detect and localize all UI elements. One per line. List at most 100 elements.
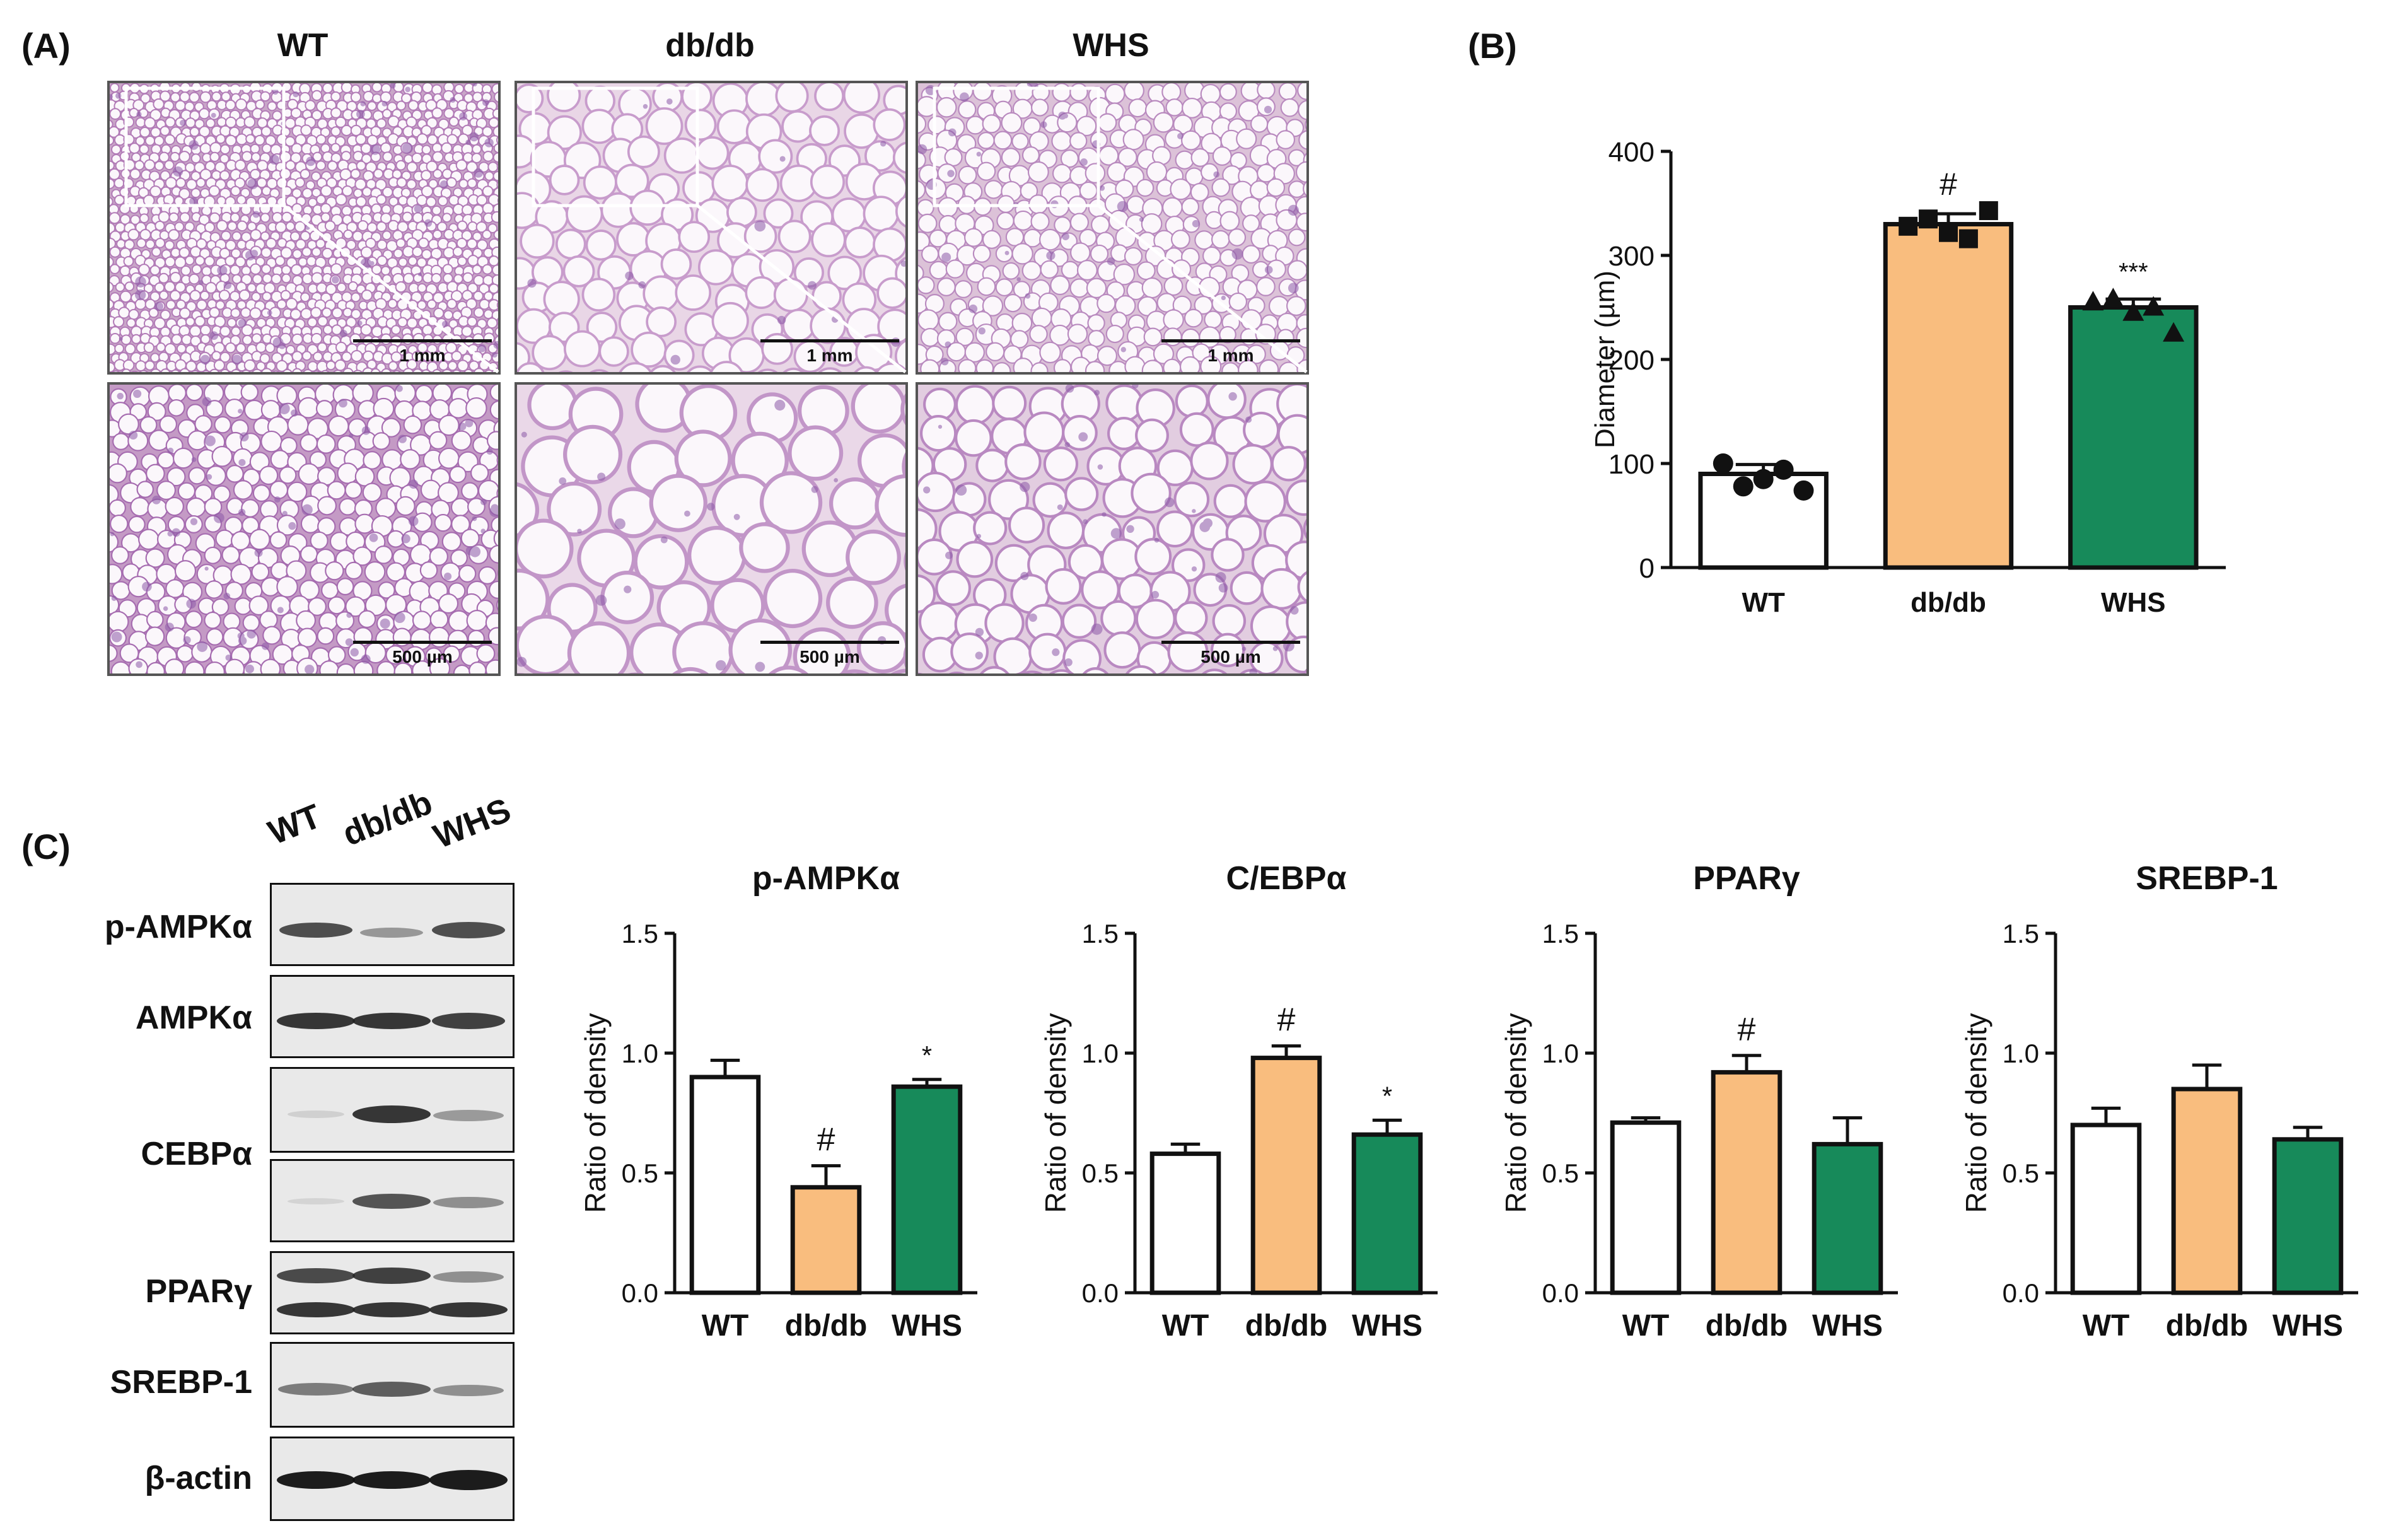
scale-bar-whs-high bbox=[1161, 641, 1300, 644]
y-tick-label: 1.5 bbox=[622, 919, 658, 948]
y-tick-label: 400 bbox=[1608, 137, 1655, 168]
y-tick-label: 1.0 bbox=[2003, 1039, 2039, 1068]
data-point bbox=[1773, 459, 1794, 480]
scale-label-dbdb-high: 500 µm bbox=[800, 647, 860, 667]
y-tick-label: 100 bbox=[1608, 449, 1655, 480]
x-tick-label: WT bbox=[1622, 1309, 1670, 1343]
y-axis-label: Ratio of density bbox=[1039, 1013, 1072, 1213]
data-point bbox=[1958, 229, 1978, 248]
y-tick-label: 0.0 bbox=[1542, 1278, 1579, 1308]
significance-mark: # bbox=[1738, 1011, 1756, 1048]
chart-title: p-AMPKα bbox=[752, 860, 900, 897]
data-point bbox=[1793, 480, 1814, 501]
x-tick-label: WT bbox=[1742, 587, 1785, 618]
bar-WT bbox=[1149, 1151, 1221, 1295]
bar-WHS bbox=[2272, 1137, 2344, 1295]
data-point bbox=[2163, 322, 2185, 342]
scale-label-wt-high: 500 µm bbox=[392, 647, 453, 667]
srebp1-density-chart: SREBP-1 Ratio of density 0.0 0.5 1.0 1.5 WT db/… bbox=[1960, 860, 2358, 1343]
bar-WHS bbox=[1351, 1132, 1423, 1295]
blot-strip-cebpa-2 bbox=[270, 1159, 515, 1242]
bar-dbdb bbox=[1711, 1070, 1783, 1295]
y-tick-label: 1.0 bbox=[1542, 1039, 1579, 1068]
x-tick-label: WHS bbox=[892, 1309, 962, 1343]
blot-label-ampk: AMPKα bbox=[135, 1000, 252, 1036]
blot-label-srebp1: SREBP-1 bbox=[110, 1364, 252, 1401]
y-axis-label: Ratio of density bbox=[579, 1013, 612, 1213]
x-tick-label: WT bbox=[2083, 1309, 2130, 1343]
scale-label-whs-low: 1 mm bbox=[1207, 346, 1254, 365]
significance-mark: *** bbox=[2119, 258, 2148, 286]
chart-title: SREBP-1 bbox=[2136, 860, 2277, 897]
y-tick-label: 300 bbox=[1608, 241, 1655, 272]
data-point bbox=[1713, 453, 1733, 474]
y-tick-label: 0 bbox=[1639, 553, 1655, 584]
blot-strip-bactin bbox=[270, 1437, 515, 1521]
micrograph-whs-high bbox=[916, 382, 1309, 676]
inset-overlays bbox=[124, 86, 1308, 373]
lane-label-dbdb: db/db bbox=[337, 783, 438, 854]
significance-mark: # bbox=[817, 1122, 835, 1158]
blot-label-pampk: p-AMPKα bbox=[104, 909, 252, 945]
y-tick-label: 200 bbox=[1608, 345, 1655, 376]
inset-box-whs bbox=[933, 86, 1100, 207]
panel-a-letter: (A) bbox=[21, 26, 71, 66]
inset-box-wt bbox=[124, 86, 286, 207]
y-tick-label: 0.5 bbox=[2003, 1158, 2039, 1188]
scale-bar-wt-high bbox=[353, 641, 492, 644]
x-tick-label: WHS bbox=[1352, 1309, 1422, 1343]
y-tick-label: 1.5 bbox=[2003, 919, 2039, 948]
scale-label-whs-high: 500 µm bbox=[1201, 647, 1261, 667]
chart-title: PPARγ bbox=[1693, 860, 1800, 897]
lane-label-whs: WHS bbox=[428, 791, 516, 856]
panel-c-letter: (C) bbox=[21, 827, 71, 866]
bar-dbdb bbox=[1883, 222, 2014, 570]
significance-mark: * bbox=[922, 1040, 932, 1070]
y-tick-label: 0.0 bbox=[1082, 1278, 1119, 1308]
y-tick-label: 1.0 bbox=[1082, 1039, 1119, 1068]
y-tick-label: 0.0 bbox=[622, 1278, 658, 1308]
bar-dbdb bbox=[2171, 1087, 2243, 1295]
y-tick-label: 0.5 bbox=[622, 1158, 658, 1188]
data-point bbox=[1919, 209, 1938, 229]
y-axis-label: Ratio of density bbox=[1960, 1013, 1992, 1213]
x-tick-label: db/db bbox=[1245, 1309, 1328, 1343]
bar-WHS bbox=[891, 1084, 963, 1295]
chart-title: C/EBPα bbox=[1226, 860, 1347, 897]
pampk-density-chart: p-AMPKα Ratio of density 0.0 0.5 1.0 1.5 WT db/… bbox=[579, 860, 977, 1343]
micrograph-dbdb-low bbox=[515, 81, 908, 375]
blot-label-pparg: PPARγ bbox=[145, 1273, 252, 1310]
blot-strip-pparg bbox=[270, 1251, 515, 1334]
data-point bbox=[2102, 288, 2124, 308]
data-point bbox=[1733, 476, 1754, 497]
blot-strip-ampk bbox=[270, 975, 515, 1058]
panel-a-header-dbdb: db/db bbox=[665, 27, 755, 64]
micrograph-dbdb-high bbox=[515, 382, 908, 676]
data-point bbox=[1899, 216, 1918, 236]
bar-WT bbox=[689, 1075, 761, 1295]
scale-bar-dbdb-low bbox=[760, 339, 899, 342]
x-tick-label: db/db bbox=[1706, 1309, 1788, 1343]
data-point bbox=[1979, 201, 1998, 221]
x-tick-label: WHS bbox=[1812, 1309, 1883, 1343]
bar-dbdb bbox=[1250, 1056, 1322, 1295]
scale-label-dbdb-low: 1 mm bbox=[806, 346, 853, 365]
y-tick-label: 0.0 bbox=[2003, 1278, 2039, 1308]
zoom-line-wt bbox=[282, 204, 499, 373]
significance-mark: # bbox=[1277, 1002, 1296, 1039]
lane-label-wt: WT bbox=[263, 796, 327, 853]
significance-mark: # bbox=[1940, 166, 1957, 202]
blot-strip-cebpa-1 bbox=[270, 1067, 515, 1153]
micrograph-wt-high bbox=[107, 382, 501, 676]
diameter-chart: Diameter (µm) 0 100 200 300 400 WT db/db # WHS *** bbox=[1590, 137, 2226, 618]
panel-b-letter: (B) bbox=[1468, 26, 1517, 66]
y-axis-label: Diameter (µm) bbox=[1590, 271, 1620, 448]
x-tick-label: WT bbox=[1162, 1309, 1209, 1343]
data-point bbox=[2143, 296, 2165, 316]
data-point bbox=[1753, 469, 1774, 489]
y-tick-label: 1.5 bbox=[1542, 919, 1579, 948]
panel-a-header-whs: WHS bbox=[1073, 27, 1149, 64]
y-tick-label: 0.5 bbox=[1082, 1158, 1119, 1188]
micrograph-wt-low bbox=[107, 81, 501, 375]
x-tick-label: WT bbox=[702, 1309, 749, 1343]
